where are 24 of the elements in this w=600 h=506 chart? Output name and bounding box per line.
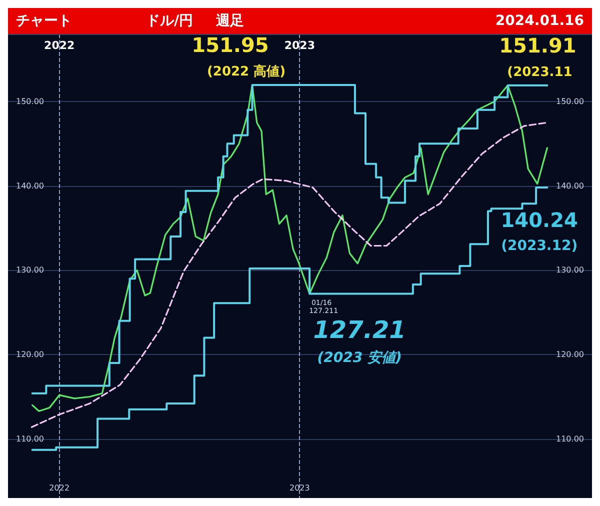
- chart-subtitle: ドル/円: [146, 12, 194, 30]
- x2-tick-label: 2022: [44, 39, 75, 52]
- text: 2024.01.16: [495, 13, 584, 29]
- annotation: (2022 高値): [206, 64, 286, 80]
- annotation: (2023.11: [507, 64, 572, 80]
- y2-tick-label: 150.00: [556, 96, 584, 106]
- y2-tick-label: 130.00: [556, 266, 584, 275]
- annotation: 151.91: [499, 33, 576, 58]
- annotation: 127.21: [313, 316, 406, 344]
- x2-tick-label: 2023: [284, 39, 315, 52]
- y2-tick-label: 110.00: [556, 434, 584, 444]
- annotation: (2023 安値): [317, 348, 402, 366]
- y-tick-label: 150.00: [16, 96, 44, 106]
- y2-tick-label: 140.00: [556, 181, 584, 190]
- y2-tick-label: 120.00: [556, 350, 584, 360]
- y-tick-label: 120.00: [16, 350, 44, 360]
- annotation: (2023.12): [501, 238, 578, 254]
- annotation: 151.95: [192, 33, 269, 58]
- chart-title: チャート: [16, 12, 73, 30]
- text: 週足: [216, 12, 244, 30]
- y-tick-label: 140.00: [16, 181, 44, 190]
- y-tick-label: 130.00: [16, 266, 44, 275]
- y-tick-label: 110.00: [16, 434, 44, 444]
- annotation: 140.24: [500, 208, 578, 232]
